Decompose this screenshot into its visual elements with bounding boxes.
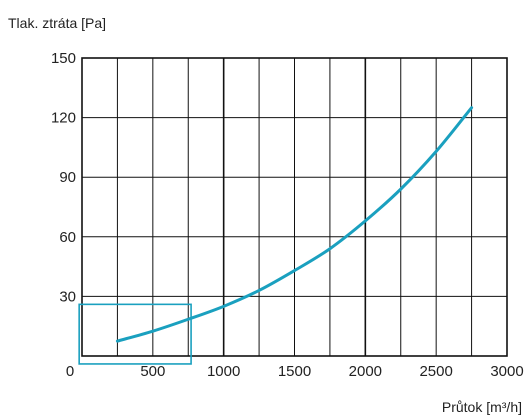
y-tick-label: 150 bbox=[51, 50, 76, 67]
x-axis-label: Průtok [m³/h] bbox=[442, 399, 522, 415]
series-line bbox=[115, 106, 474, 343]
grid bbox=[81, 57, 508, 357]
y-tick-label: 60 bbox=[59, 229, 76, 246]
y-tick-label: 90 bbox=[59, 169, 76, 186]
x-tick-label: 500 bbox=[140, 363, 165, 380]
y-tick-label: 120 bbox=[51, 110, 76, 127]
tick-labels: 0 500 1000 1500 2000 2500 3000 30 60 90 120 150 bbox=[51, 50, 524, 380]
x-tick-label: 2500 bbox=[419, 363, 452, 380]
x-tick-label: 0 bbox=[66, 363, 74, 380]
x-tick-label: 2000 bbox=[349, 363, 382, 380]
plot-frame bbox=[81, 57, 508, 357]
y-axis-label: Tlak. ztráta [Pa] bbox=[8, 15, 106, 31]
x-tick-label: 1000 bbox=[207, 363, 240, 380]
highlight-box bbox=[78, 303, 192, 365]
series-layer bbox=[78, 106, 474, 365]
x-tick-label: 3000 bbox=[490, 363, 523, 380]
x-tick-label: 1500 bbox=[278, 363, 311, 380]
y-tick-label: 30 bbox=[59, 288, 76, 305]
